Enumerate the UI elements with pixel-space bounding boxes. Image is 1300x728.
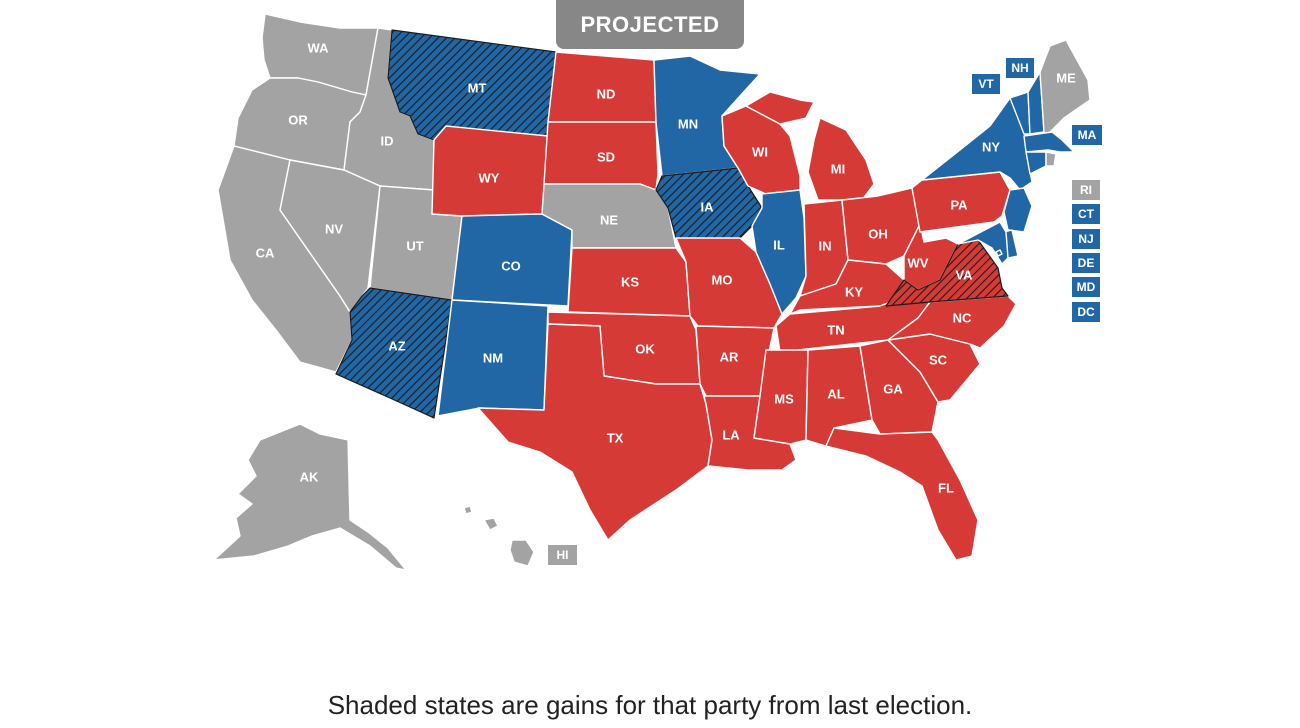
box-RI[interactable]: RI <box>1072 180 1100 200</box>
state-MA[interactable] <box>1023 131 1075 153</box>
label-VA: VA <box>955 267 973 282</box>
label-SC: SC <box>929 352 948 367</box>
svg-text:VT: VT <box>978 77 994 91</box>
state-MI-lower[interactable] <box>807 117 875 201</box>
label-AR: AR <box>720 349 739 364</box>
svg-text:NH: NH <box>1011 61 1028 75</box>
label-OK: OK <box>635 341 655 356</box>
state-IL[interactable] <box>751 189 807 315</box>
box-VT[interactable]: VT <box>972 74 1000 94</box>
label-UT: UT <box>406 238 423 253</box>
label-LA: LA <box>722 427 740 442</box>
box-DE[interactable]: DE <box>1072 253 1100 273</box>
svg-text:RI: RI <box>1080 183 1092 197</box>
svg-text:MD: MD <box>1077 280 1096 294</box>
label-WI: WI <box>752 144 768 159</box>
state-CT[interactable] <box>1025 151 1047 175</box>
label-PA: PA <box>950 197 968 212</box>
state-CO[interactable] <box>451 213 573 307</box>
label-WV: WV <box>908 255 929 270</box>
label-NM: NM <box>483 350 503 365</box>
state-AZ[interactable] <box>335 287 453 419</box>
label-NV: NV <box>325 221 343 236</box>
state-MI[interactable] <box>745 91 815 125</box>
label-GA: GA <box>883 381 903 396</box>
label-WY: WY <box>479 170 500 185</box>
label-OH: OH <box>868 226 888 241</box>
label-OR: OR <box>288 112 308 127</box>
label-ND: ND <box>597 86 616 101</box>
state-AK[interactable] <box>213 423 407 571</box>
svg-text:HI: HI <box>557 548 569 562</box>
label-WA: WA <box>308 40 330 55</box>
label-AL: AL <box>827 386 844 401</box>
label-NY: NY <box>982 139 1000 154</box>
projected-badge: PROJECTED <box>556 0 744 49</box>
state-FL[interactable] <box>825 427 979 561</box>
box-DC[interactable]: DC <box>1072 302 1100 322</box>
label-FL: FL <box>938 480 954 495</box>
label-AK: AK <box>300 469 319 484</box>
svg-text:CT: CT <box>1078 207 1095 221</box>
label-KS: KS <box>621 274 639 289</box>
label-MT: MT <box>468 80 487 95</box>
state-RI[interactable] <box>1045 151 1057 167</box>
label-IL: IL <box>773 237 785 252</box>
label-CA: CA <box>256 245 275 260</box>
state-KY[interactable] <box>789 259 905 315</box>
box-MA[interactable]: MA <box>1072 125 1102 145</box>
label-IN: IN <box>819 238 832 253</box>
label-IA: IA <box>701 199 715 214</box>
box-HI[interactable]: HI <box>548 545 577 565</box>
label-NC: NC <box>953 310 972 325</box>
state-HI-islands[interactable] <box>463 505 473 515</box>
state-HI-islands-2[interactable] <box>483 517 499 531</box>
state-MO[interactable] <box>675 237 783 329</box>
svg-text:DE: DE <box>1078 256 1095 270</box>
label-MI: MI <box>831 161 845 176</box>
label-MN: MN <box>678 116 698 131</box>
box-NJ[interactable]: NJ <box>1072 229 1100 249</box>
label-MO: MO <box>712 272 733 287</box>
label-NE: NE <box>600 212 618 227</box>
label-KY: KY <box>845 284 863 299</box>
label-ID: ID <box>381 133 394 148</box>
label-TN: TN <box>827 322 844 337</box>
map-caption: Shaded states are gains for that party f… <box>327 690 973 720</box>
svg-text:MA: MA <box>1078 128 1097 142</box>
svg-text:DC: DC <box>1077 305 1095 319</box>
label-AZ: AZ <box>388 338 405 353</box>
label-ME: ME <box>1056 70 1076 85</box>
label-SD: SD <box>597 149 615 164</box>
state-TX[interactable] <box>477 323 713 541</box>
state-HI[interactable] <box>509 539 535 567</box>
state-MD[interactable] <box>957 221 1009 265</box>
label-CO: CO <box>501 258 521 273</box>
state-NJ[interactable] <box>1003 187 1033 233</box>
state-NC[interactable] <box>887 295 1017 349</box>
label-MS: MS <box>774 391 794 406</box>
label-TX: TX <box>607 430 624 445</box>
svg-text:NJ: NJ <box>1078 232 1093 246</box>
state-ME[interactable] <box>1039 39 1091 135</box>
state-DC[interactable] <box>995 249 1003 257</box>
box-NH[interactable]: NH <box>1006 58 1034 78</box>
box-MD[interactable]: MD <box>1072 277 1100 297</box>
box-CT[interactable]: CT <box>1072 204 1100 224</box>
